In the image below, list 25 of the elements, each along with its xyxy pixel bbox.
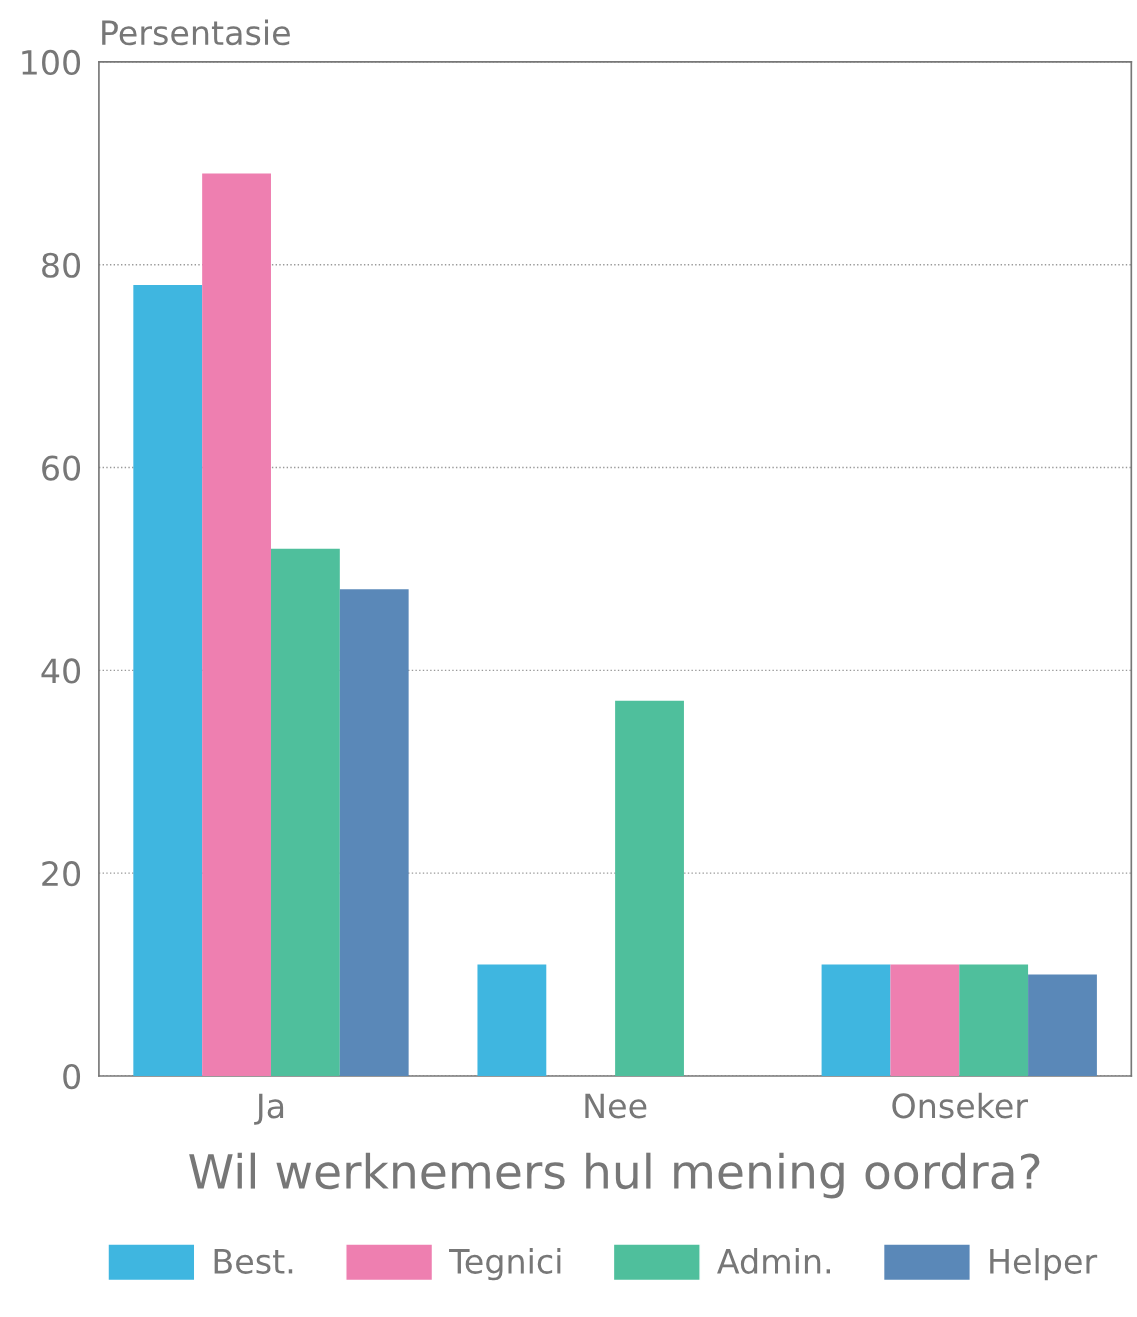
bar — [133, 285, 203, 1076]
x-axis-title: Wil werknemers hul mening oordra? — [189, 1152, 1040, 1199]
legend-label: Best. — [214, 1249, 293, 1274]
bar — [1028, 974, 1097, 1076]
y-tick-label: 0 — [63, 1063, 81, 1090]
bar — [821, 964, 891, 1076]
bar — [477, 964, 547, 1076]
legend-label: Admin. — [717, 1248, 831, 1274]
bar — [890, 964, 960, 1076]
legend-label: Helper — [990, 1248, 1098, 1281]
bar — [959, 964, 1029, 1076]
bar — [339, 589, 409, 1076]
x-tick-label: Onseker — [892, 1092, 1029, 1119]
x-tick-label: Nee — [585, 1093, 647, 1119]
y-tick-label: 100 — [22, 49, 81, 76]
bar — [615, 700, 684, 1076]
y-tick-label: 20 — [42, 861, 81, 887]
y-tick-label: 80 — [42, 252, 81, 278]
legend-label: Tegnici — [449, 1248, 561, 1281]
y-axis-title: Persentasie — [102, 19, 290, 46]
y-tick-label: 60 — [42, 455, 81, 481]
x-tick-label: Ja — [254, 1093, 284, 1125]
bar — [202, 173, 271, 1076]
y-tick-label: 40 — [41, 658, 81, 684]
bar — [270, 548, 340, 1076]
